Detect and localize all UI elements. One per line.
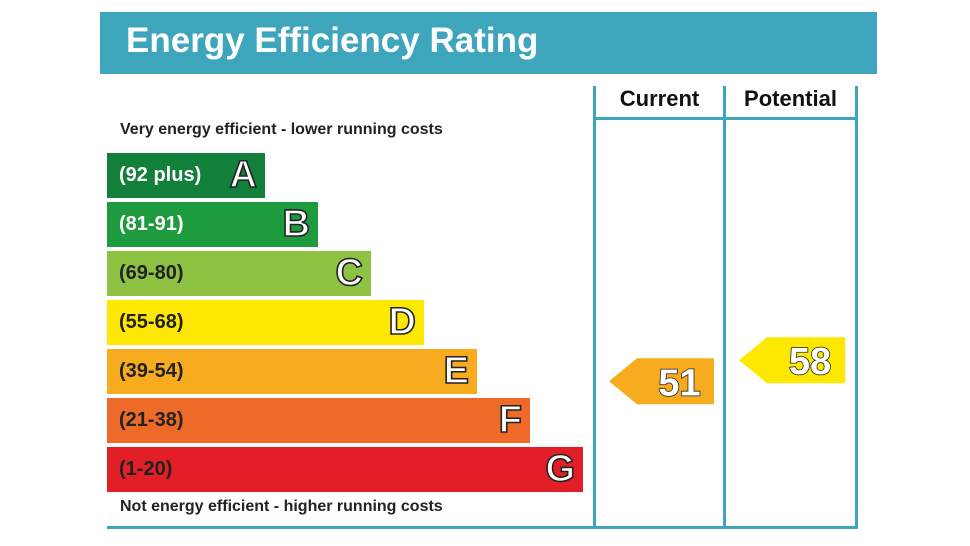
potential-rating-arrow: 58	[739, 337, 845, 384]
band-range-label: (39-54)	[119, 360, 184, 382]
rating-band-b: (81-91) B	[107, 202, 318, 247]
chart-bottom-rule	[107, 526, 858, 529]
bottom-note: Not energy efficient - higher running co…	[120, 498, 443, 515]
potential-rating-arrow-value: 58	[789, 341, 831, 383]
rating-band-f: (21-38) F	[107, 398, 530, 443]
rating-band-c: (69-80) C	[107, 251, 371, 296]
current-rating-arrow: 51	[609, 358, 714, 405]
band-letter-label: D	[388, 300, 417, 344]
band-range-label: (81-91)	[119, 213, 184, 235]
band-letter-label: F	[498, 398, 523, 442]
column-divider-right	[855, 86, 858, 529]
band-range-label: (92 plus)	[119, 164, 202, 186]
column-header-current: Current	[619, 86, 700, 111]
band-range-label: (1-20)	[119, 458, 173, 480]
current-rating-arrow-shape	[609, 358, 714, 405]
chart-title: Energy Efficiency Rating	[126, 21, 539, 60]
column-header-rule	[593, 117, 858, 120]
band-letter-label: A	[229, 153, 258, 197]
band-letter-label: E	[443, 349, 470, 393]
band-letter-label: B	[282, 202, 311, 246]
current-rating-arrow-value: 51	[658, 362, 700, 404]
band-range-label: (55-68)	[119, 311, 184, 333]
rating-band-g: (1-20) G	[107, 447, 583, 492]
rating-band-d: (55-68) D	[107, 300, 424, 345]
band-range-label: (69-80)	[119, 262, 184, 284]
column-header-potential: Potential	[744, 86, 837, 111]
column-divider-middle	[723, 86, 726, 529]
rating-band-a: (92 plus) A	[107, 153, 265, 198]
band-range-label: (21-38)	[119, 409, 184, 431]
potential-rating-arrow-shape	[739, 337, 845, 384]
top-note: Very energy efficient - lower running co…	[120, 121, 443, 138]
band-letter-label: C	[335, 251, 364, 295]
title-banner: Energy Efficiency Rating	[100, 12, 877, 74]
rating-band-e: (39-54) E	[107, 349, 477, 394]
band-letter-label: G	[545, 447, 576, 491]
column-divider-left	[593, 86, 596, 529]
